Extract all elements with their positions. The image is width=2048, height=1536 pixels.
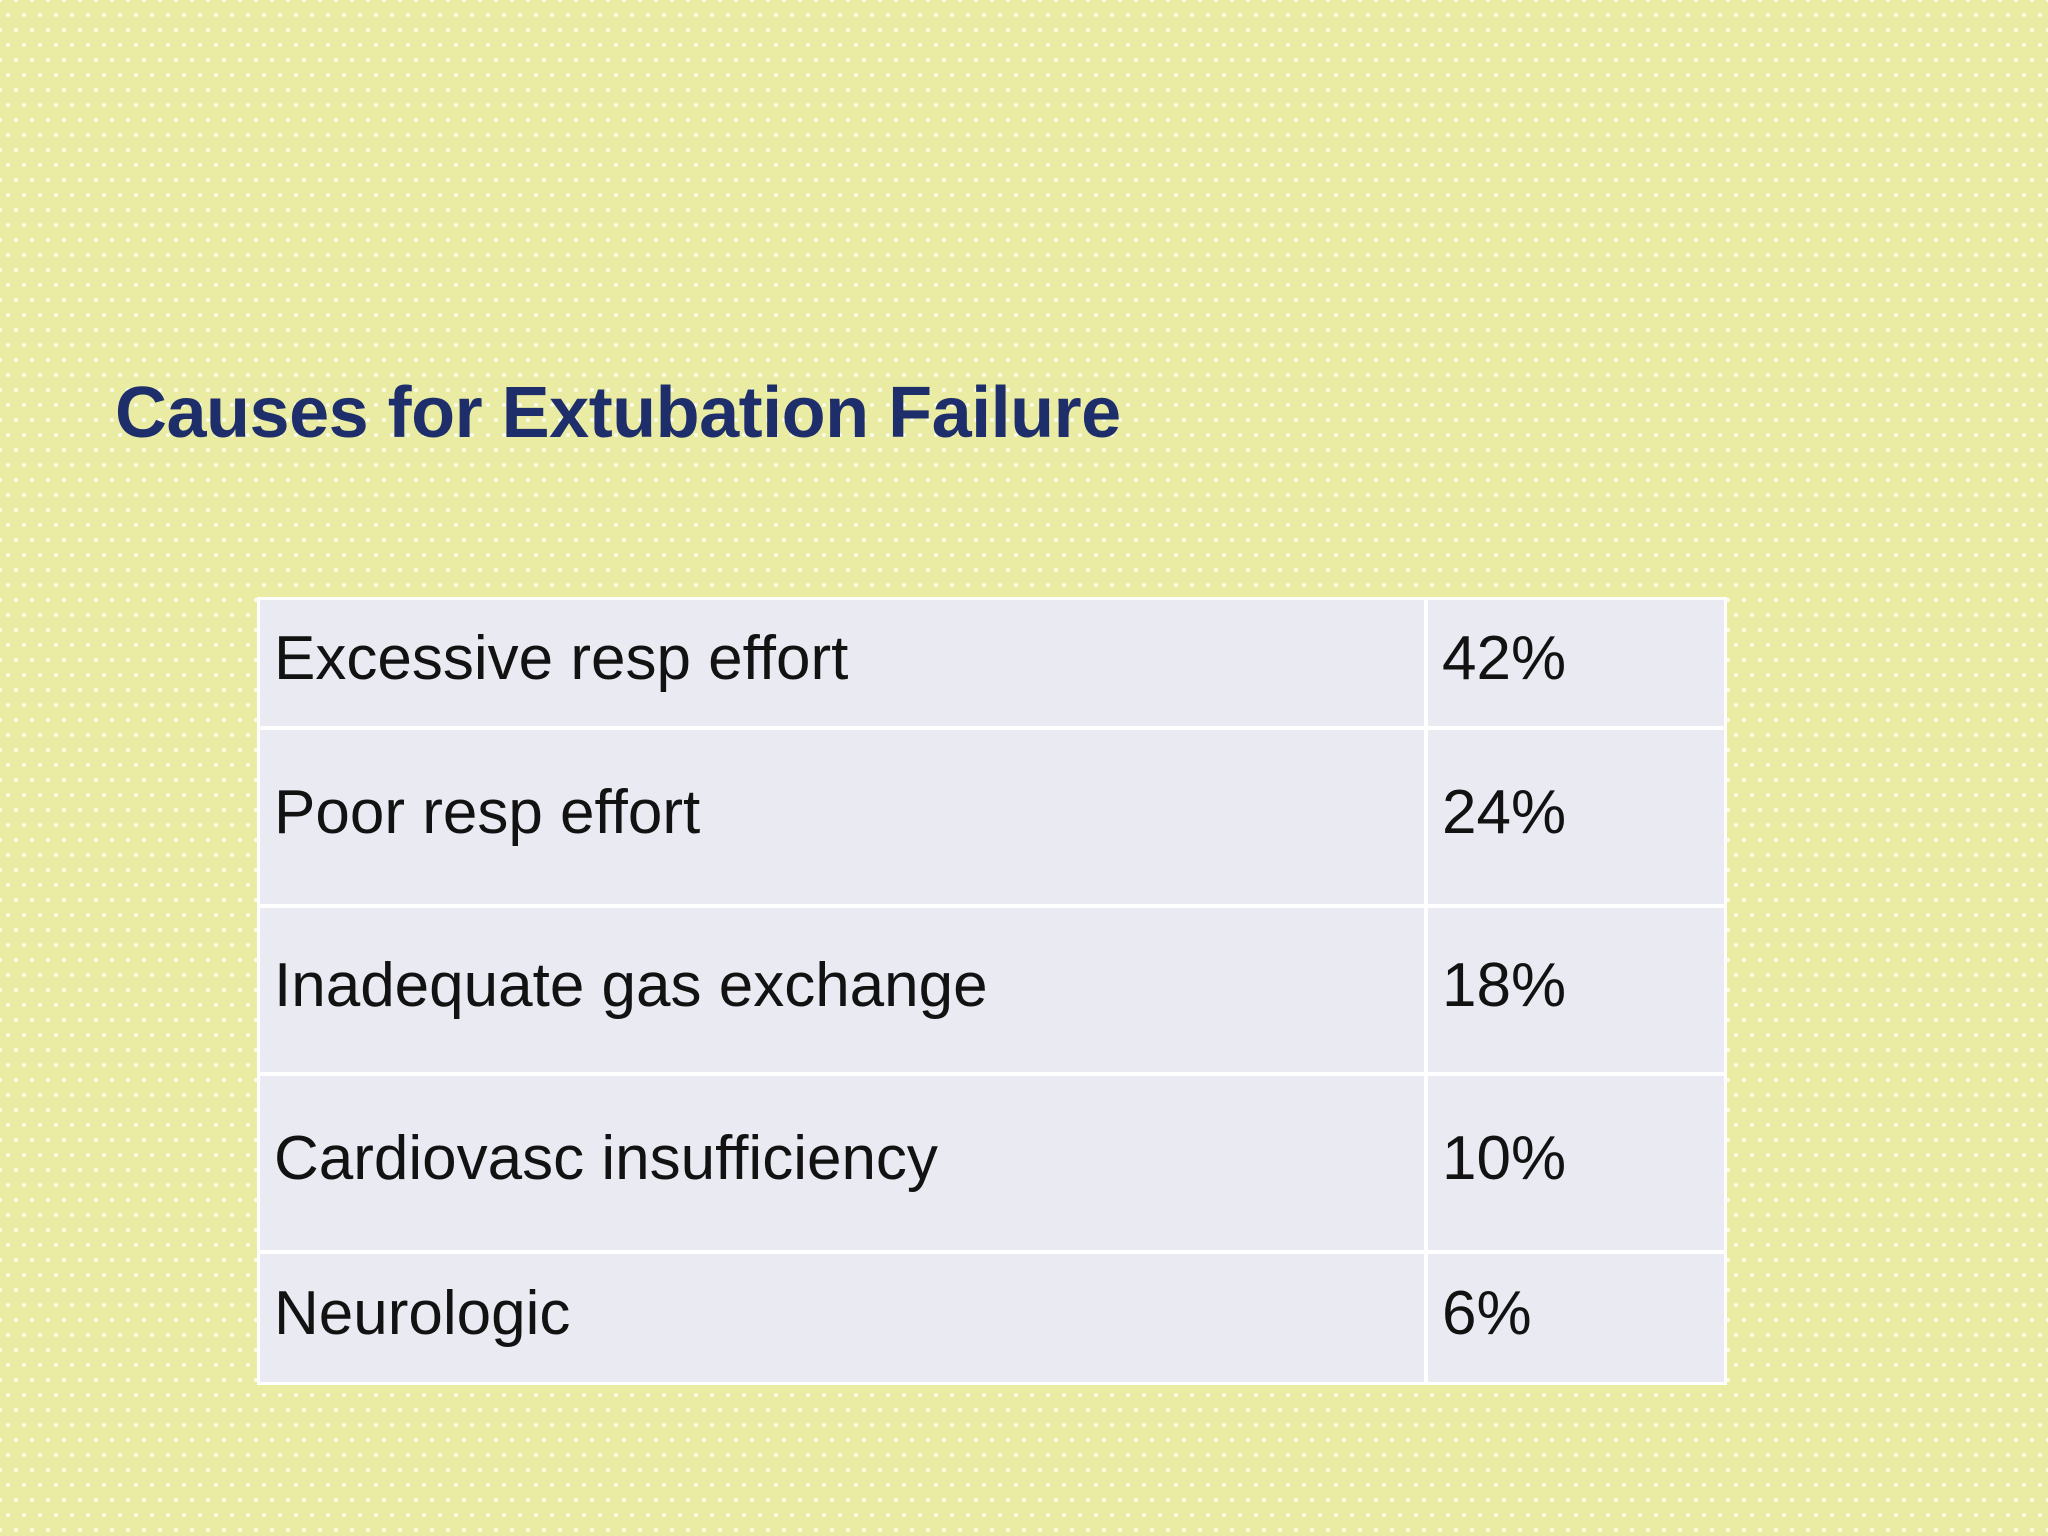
causes-table: Excessive resp effort 42% Poor resp effo… [257, 597, 1727, 1385]
rate-cell: 6% [1428, 1254, 1724, 1382]
cause-cell: Poor resp effort [260, 730, 1428, 908]
slide-title: Causes for Extubation Failure [115, 373, 1121, 453]
table-row: Cardiovasc insufficiency 10% [260, 1076, 1724, 1254]
rate-cell: 18% [1428, 908, 1724, 1076]
rate-cell: 42% [1428, 600, 1724, 730]
cause-cell: Neurologic [260, 1254, 1428, 1382]
table-row: Poor resp effort 24% [260, 730, 1724, 908]
rate-cell: 10% [1428, 1076, 1724, 1254]
table-row: Excessive resp effort 42% [260, 600, 1724, 730]
table-row: Neurologic 6% [260, 1254, 1724, 1382]
cause-cell: Inadequate gas exchange [260, 908, 1428, 1076]
cause-cell: Excessive resp effort [260, 600, 1428, 730]
table-row: Inadequate gas exchange 18% [260, 908, 1724, 1076]
rate-cell: 24% [1428, 730, 1724, 908]
cause-cell: Cardiovasc insufficiency [260, 1076, 1428, 1254]
